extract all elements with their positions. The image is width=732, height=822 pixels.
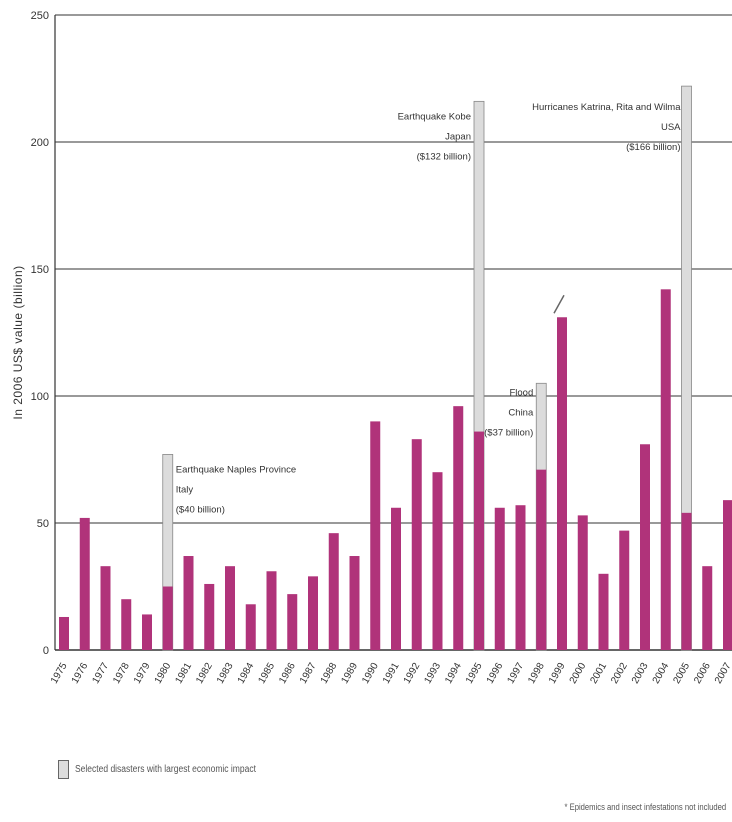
x-tick-label-1978: 1978: [111, 661, 132, 686]
legend: Selected disasters with largest economic…: [58, 760, 288, 779]
annotation-2005-line-1: Hurricanes Katrina, Rita and Wilma: [532, 102, 681, 113]
bar-2004: [660, 289, 671, 650]
bar-1986: [287, 594, 298, 650]
x-tick-label-1991: 1991: [381, 661, 402, 686]
y-tick-label-100: 100: [31, 391, 49, 403]
x-tick-label-1977: 1977: [90, 661, 111, 686]
bar-2002: [619, 530, 630, 650]
bar-1994: [453, 406, 464, 650]
annotation-1998-line-1: Flood: [509, 387, 533, 398]
bar-1996: [494, 507, 505, 650]
bar-1987: [308, 576, 318, 650]
bar-1990: [370, 421, 381, 650]
bar-1995: [474, 431, 484, 650]
x-tick-label-1984: 1984: [236, 661, 257, 686]
x-tick-label-2000: 2000: [568, 661, 589, 686]
bar-1978: [121, 599, 132, 650]
x-tick-label-1992: 1992: [402, 661, 423, 686]
x-tick-label-1993: 1993: [422, 661, 443, 686]
x-tick-label-1980: 1980: [153, 661, 174, 686]
x-tick-label-2007: 2007: [713, 661, 732, 686]
y-tick-label-200: 200: [31, 137, 49, 149]
bar-1984: [245, 604, 256, 650]
x-tick-label-1983: 1983: [215, 661, 236, 686]
annotation-1995-line-2: Japan: [445, 131, 471, 142]
x-tick-label-2003: 2003: [630, 661, 651, 686]
bar-1985: [266, 571, 277, 650]
bar-1980: [162, 586, 173, 650]
bar-chart: 0 50 100 150 200 250 In 2006 US$ value (billio…: [11, 10, 732, 686]
y-tick-label-0: 0: [43, 645, 49, 657]
x-tick-label-1987: 1987: [298, 661, 319, 686]
bar-2007: [723, 500, 732, 650]
bar-1989: [349, 556, 360, 650]
bar-1983: [225, 566, 235, 650]
x-tick-label-2005: 2005: [671, 661, 692, 686]
x-tick-label-1988: 1988: [319, 661, 340, 686]
annotation-2005-line-2: USA: [661, 122, 681, 133]
annotation-1980-line-3: ($40 billion): [176, 504, 225, 515]
bar-1977: [100, 566, 111, 650]
x-tick-label-1985: 1985: [256, 661, 277, 686]
bar-1975: [59, 616, 69, 650]
x-tick-label-2001: 2001: [588, 661, 609, 686]
annotation-1998-line-2: China: [508, 407, 534, 418]
x-tick-label-1986: 1986: [277, 661, 298, 686]
y-axis-label: In 2006 US$ value (billion): [11, 265, 25, 419]
x-tick-label-1976: 1976: [70, 661, 91, 686]
y-tick-label-250: 250: [31, 10, 49, 22]
x-tick-label-1997: 1997: [505, 661, 526, 686]
bar-2001: [598, 573, 609, 650]
annotation-1995-line-3: ($132 billion): [417, 151, 471, 162]
x-tick-label-1999: 1999: [547, 661, 568, 686]
legend-swatch: [58, 760, 69, 779]
x-tick-label-1979: 1979: [132, 661, 153, 686]
bar-1981: [183, 556, 194, 650]
annotation-1998-line-3: ($37 billion): [484, 427, 533, 438]
y-tick-label-150: 150: [31, 264, 49, 276]
x-tick-label-1998: 1998: [526, 661, 547, 686]
annotation-1980-line-1: Earthquake Naples Province: [176, 464, 296, 475]
bar-1991: [391, 507, 401, 650]
bar-1976: [79, 517, 90, 650]
bar-2000: [577, 515, 588, 650]
bar-2006: [702, 566, 713, 650]
annotation-1980-line-2: Italy: [176, 484, 194, 495]
bar-1992: [411, 439, 422, 650]
bar-1993: [432, 472, 443, 650]
bar-1979: [142, 614, 152, 650]
bar-2005: [681, 512, 692, 650]
x-tick-label-2004: 2004: [651, 661, 672, 686]
bar-1999: [557, 317, 567, 650]
x-tick-label-1989: 1989: [339, 661, 360, 686]
x-tick-label-1981: 1981: [173, 661, 194, 686]
y-tick-label-50: 50: [37, 518, 49, 530]
annotation-1995-line-1: Earthquake Kobe: [398, 111, 471, 122]
legend-label: Selected disasters with largest economic…: [75, 764, 256, 775]
bar-1982: [204, 583, 215, 650]
x-tick-label-1996: 1996: [485, 661, 506, 686]
break-mark: [553, 294, 565, 314]
bar-1998: [536, 469, 547, 650]
bar-2003: [640, 444, 650, 650]
bar-1988: [328, 533, 339, 650]
x-tick-label-1975: 1975: [49, 661, 70, 686]
x-tick-label-1990: 1990: [360, 661, 381, 686]
bar-1997: [515, 505, 526, 650]
x-tick-label-1982: 1982: [194, 661, 215, 686]
x-tick-label-1995: 1995: [464, 661, 485, 686]
annotation-2005-line-3: ($166 billion): [626, 142, 680, 153]
x-tick-label-2006: 2006: [692, 661, 713, 686]
x-tick-label-2002: 2002: [609, 661, 630, 686]
x-tick-label-1994: 1994: [443, 661, 464, 686]
footnote: * Epidemics and insect infestations not …: [564, 802, 726, 812]
